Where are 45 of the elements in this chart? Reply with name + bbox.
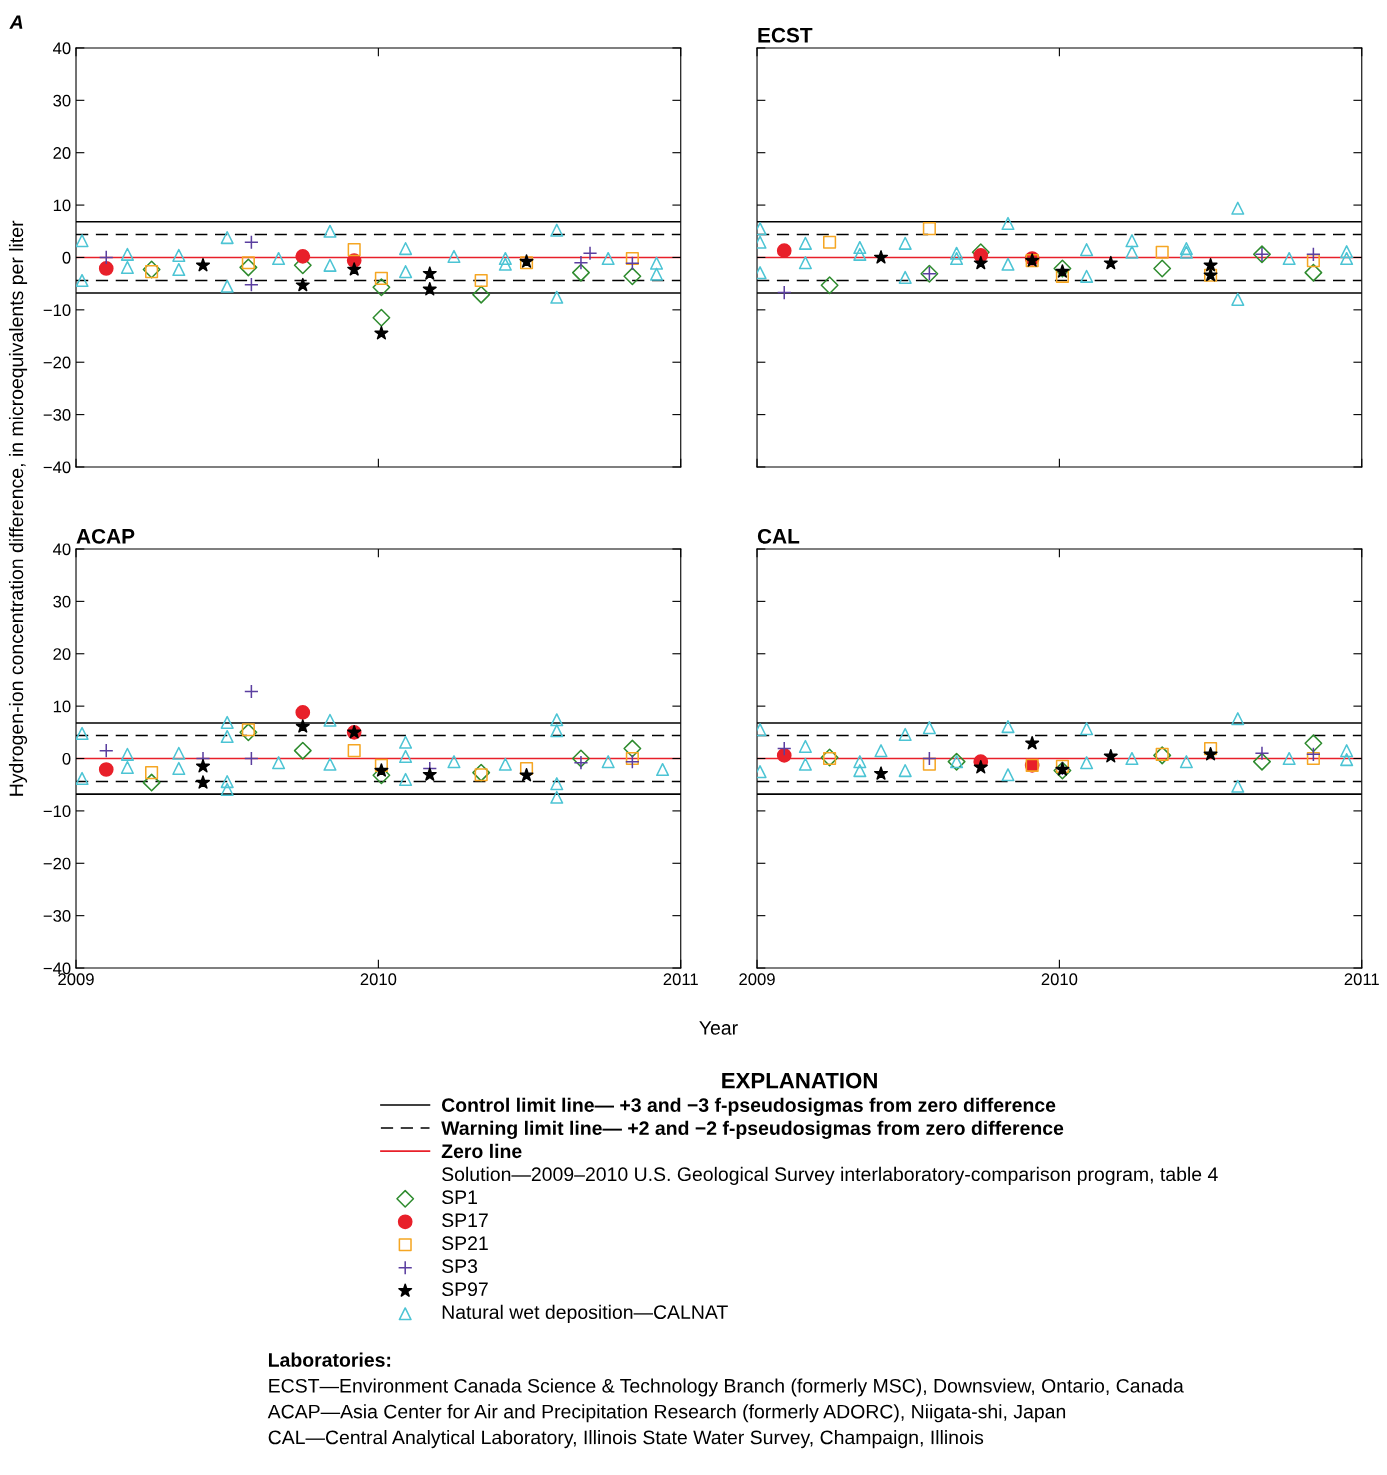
y-tick-label: 10 bbox=[53, 199, 71, 212]
text: ACAP—Asia Center for Air and Precipitation Research (formerly ADORC), Niigata-shi, Japan bbox=[267, 1404, 1066, 1423]
y-tick-label: 0 bbox=[62, 752, 71, 765]
text: Laboratories: bbox=[268, 1352, 391, 1367]
legend-label: Control limit line— +3 and −3 f-pseudosigmas from zero difference bbox=[441, 1097, 1056, 1116]
y-tick-label: 30 bbox=[53, 94, 71, 107]
legend-label: Zero line bbox=[441, 1143, 522, 1159]
text: A bbox=[9, 15, 23, 29]
chart-title: ECST bbox=[758, 27, 813, 43]
x-tick-label: 2011 bbox=[663, 973, 698, 986]
y-tick-label: −30 bbox=[43, 409, 71, 421]
x-tick-label: 2011 bbox=[1344, 973, 1379, 986]
y-tick-label: −20 bbox=[43, 857, 71, 870]
chart-title: CAL bbox=[757, 528, 800, 544]
legend-label: SP17 bbox=[442, 1213, 488, 1228]
y-tick-label: −10 bbox=[43, 805, 71, 818]
y-axis-title: Hydrogen-ion concentration difference, in microequivalents per liter bbox=[8, 220, 28, 796]
y-tick-label: −30 bbox=[43, 910, 71, 922]
x-tick-label: 2009 bbox=[58, 973, 94, 986]
y-tick-label: 0 bbox=[62, 251, 71, 264]
y-tick-label: 40 bbox=[52, 543, 71, 556]
y-tick-label: 10 bbox=[53, 700, 71, 713]
legend-label: Warning limit line— +2 and −2 f-pseudosigmas from zero difference bbox=[441, 1120, 1064, 1139]
y-tick-label: −10 bbox=[43, 304, 71, 317]
text: CAL—Central Analytical Laboratory, Illinois State Water Survey, Champaign, Illinois bbox=[268, 1430, 984, 1449]
x-tick-label: 2010 bbox=[1041, 973, 1078, 986]
x-tick-label: 2009 bbox=[739, 973, 775, 986]
text: ECST—Environment Canada Science & Technology Branch (formerly MSC), Downsview, Ontario, Canada bbox=[269, 1378, 1184, 1397]
legend-label: Natural wet deposition—CALNAT bbox=[442, 1304, 728, 1323]
x-axis-title: Year bbox=[699, 1021, 738, 1035]
legend-label: SP97 bbox=[442, 1282, 488, 1297]
legend-title: EXPLANATION bbox=[722, 1072, 877, 1089]
legend-label: SP21 bbox=[442, 1236, 488, 1251]
y-tick-label: 20 bbox=[53, 648, 71, 660]
y-tick-label: −40 bbox=[43, 962, 71, 975]
chart-title: ACAP bbox=[76, 528, 135, 544]
legend-label: SP1 bbox=[442, 1190, 477, 1205]
y-tick-label: 20 bbox=[53, 147, 71, 159]
y-tick-label: 40 bbox=[52, 42, 71, 55]
y-tick-label: −40 bbox=[43, 461, 71, 474]
x-tick-label: 2010 bbox=[360, 973, 397, 986]
legend-label: SP3 bbox=[442, 1259, 478, 1274]
y-tick-label: 30 bbox=[53, 595, 71, 608]
text: Solution—2009–2010 U.S. Geological Survey interlaboratory-comparison program, table 4 bbox=[442, 1166, 1218, 1185]
y-tick-label: −20 bbox=[43, 356, 71, 369]
